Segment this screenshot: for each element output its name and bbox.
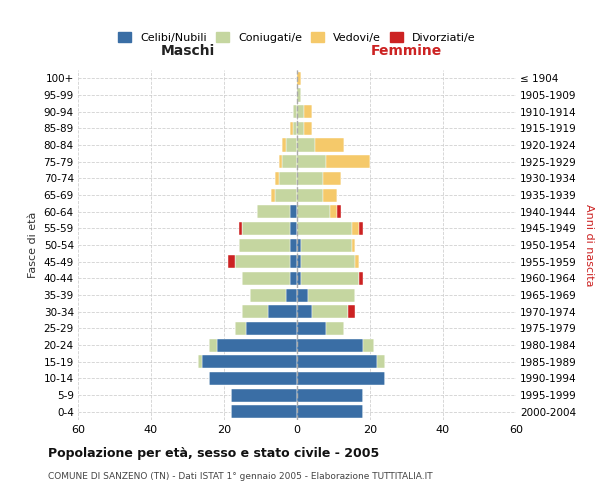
Bar bbox=[268, 305, 297, 318]
Text: Femmine: Femmine bbox=[371, 44, 442, 59]
Bar bbox=[301, 272, 359, 285]
Bar bbox=[315, 138, 344, 151]
Bar bbox=[297, 372, 385, 385]
Bar bbox=[297, 172, 323, 185]
Bar bbox=[297, 355, 377, 368]
Bar bbox=[293, 105, 297, 118]
Bar bbox=[297, 122, 304, 135]
Bar bbox=[235, 322, 246, 335]
Bar bbox=[352, 238, 355, 252]
Bar bbox=[232, 388, 297, 402]
Bar bbox=[209, 372, 297, 385]
Bar bbox=[297, 222, 352, 235]
Bar bbox=[377, 355, 385, 368]
Bar bbox=[323, 188, 337, 202]
Bar bbox=[297, 238, 301, 252]
Bar bbox=[297, 105, 304, 118]
Bar bbox=[297, 138, 315, 151]
Bar bbox=[246, 322, 297, 335]
Text: Popolazione per età, sesso e stato civile - 2005: Popolazione per età, sesso e stato civil… bbox=[48, 448, 379, 460]
Bar bbox=[275, 188, 297, 202]
Bar bbox=[326, 322, 344, 335]
Bar bbox=[297, 405, 362, 418]
Bar bbox=[326, 155, 370, 168]
Bar bbox=[359, 222, 362, 235]
Bar bbox=[209, 338, 217, 351]
Bar bbox=[297, 388, 362, 402]
Bar bbox=[362, 338, 374, 351]
Bar bbox=[239, 238, 290, 252]
Bar bbox=[323, 172, 341, 185]
Bar bbox=[297, 255, 301, 268]
Bar bbox=[283, 138, 286, 151]
Bar bbox=[275, 172, 279, 185]
Bar bbox=[297, 322, 326, 335]
Bar bbox=[232, 405, 297, 418]
Bar bbox=[217, 338, 297, 351]
Bar bbox=[297, 205, 330, 218]
Bar bbox=[297, 338, 362, 351]
Bar bbox=[202, 355, 297, 368]
Bar bbox=[311, 305, 348, 318]
Bar bbox=[199, 355, 202, 368]
Y-axis label: Fasce di età: Fasce di età bbox=[28, 212, 38, 278]
Bar bbox=[290, 122, 293, 135]
Bar bbox=[297, 155, 326, 168]
Bar bbox=[297, 88, 301, 102]
Bar bbox=[304, 122, 311, 135]
Bar bbox=[279, 172, 297, 185]
Bar bbox=[279, 155, 283, 168]
Bar bbox=[242, 222, 290, 235]
Bar bbox=[348, 305, 355, 318]
Bar bbox=[308, 288, 355, 302]
Bar bbox=[290, 205, 297, 218]
Bar bbox=[286, 288, 297, 302]
Bar bbox=[286, 138, 297, 151]
Bar bbox=[301, 255, 355, 268]
Bar bbox=[330, 205, 337, 218]
Bar bbox=[250, 288, 286, 302]
Bar bbox=[290, 238, 297, 252]
Bar bbox=[297, 188, 323, 202]
Bar bbox=[297, 288, 308, 302]
Legend: Celibi/Nubili, Coniugati/e, Vedovi/e, Divorziati/e: Celibi/Nubili, Coniugati/e, Vedovi/e, Di… bbox=[116, 30, 478, 45]
Bar bbox=[227, 255, 235, 268]
Bar bbox=[283, 155, 297, 168]
Bar bbox=[355, 255, 359, 268]
Bar bbox=[242, 305, 268, 318]
Text: COMUNE DI SANZENO (TN) - Dati ISTAT 1° gennaio 2005 - Elaborazione TUTTITALIA.IT: COMUNE DI SANZENO (TN) - Dati ISTAT 1° g… bbox=[48, 472, 433, 481]
Bar bbox=[235, 255, 290, 268]
Bar bbox=[359, 272, 362, 285]
Text: Maschi: Maschi bbox=[160, 44, 215, 59]
Bar bbox=[297, 72, 301, 85]
Bar bbox=[304, 105, 311, 118]
Bar bbox=[301, 238, 352, 252]
Bar bbox=[297, 305, 311, 318]
Bar bbox=[271, 188, 275, 202]
Bar bbox=[297, 272, 301, 285]
Bar bbox=[290, 272, 297, 285]
Bar bbox=[257, 205, 290, 218]
Bar bbox=[242, 272, 290, 285]
Bar bbox=[337, 205, 341, 218]
Y-axis label: Anni di nascita: Anni di nascita bbox=[584, 204, 593, 286]
Bar bbox=[352, 222, 359, 235]
Bar bbox=[290, 255, 297, 268]
Bar bbox=[239, 222, 242, 235]
Bar bbox=[293, 122, 297, 135]
Bar bbox=[290, 222, 297, 235]
